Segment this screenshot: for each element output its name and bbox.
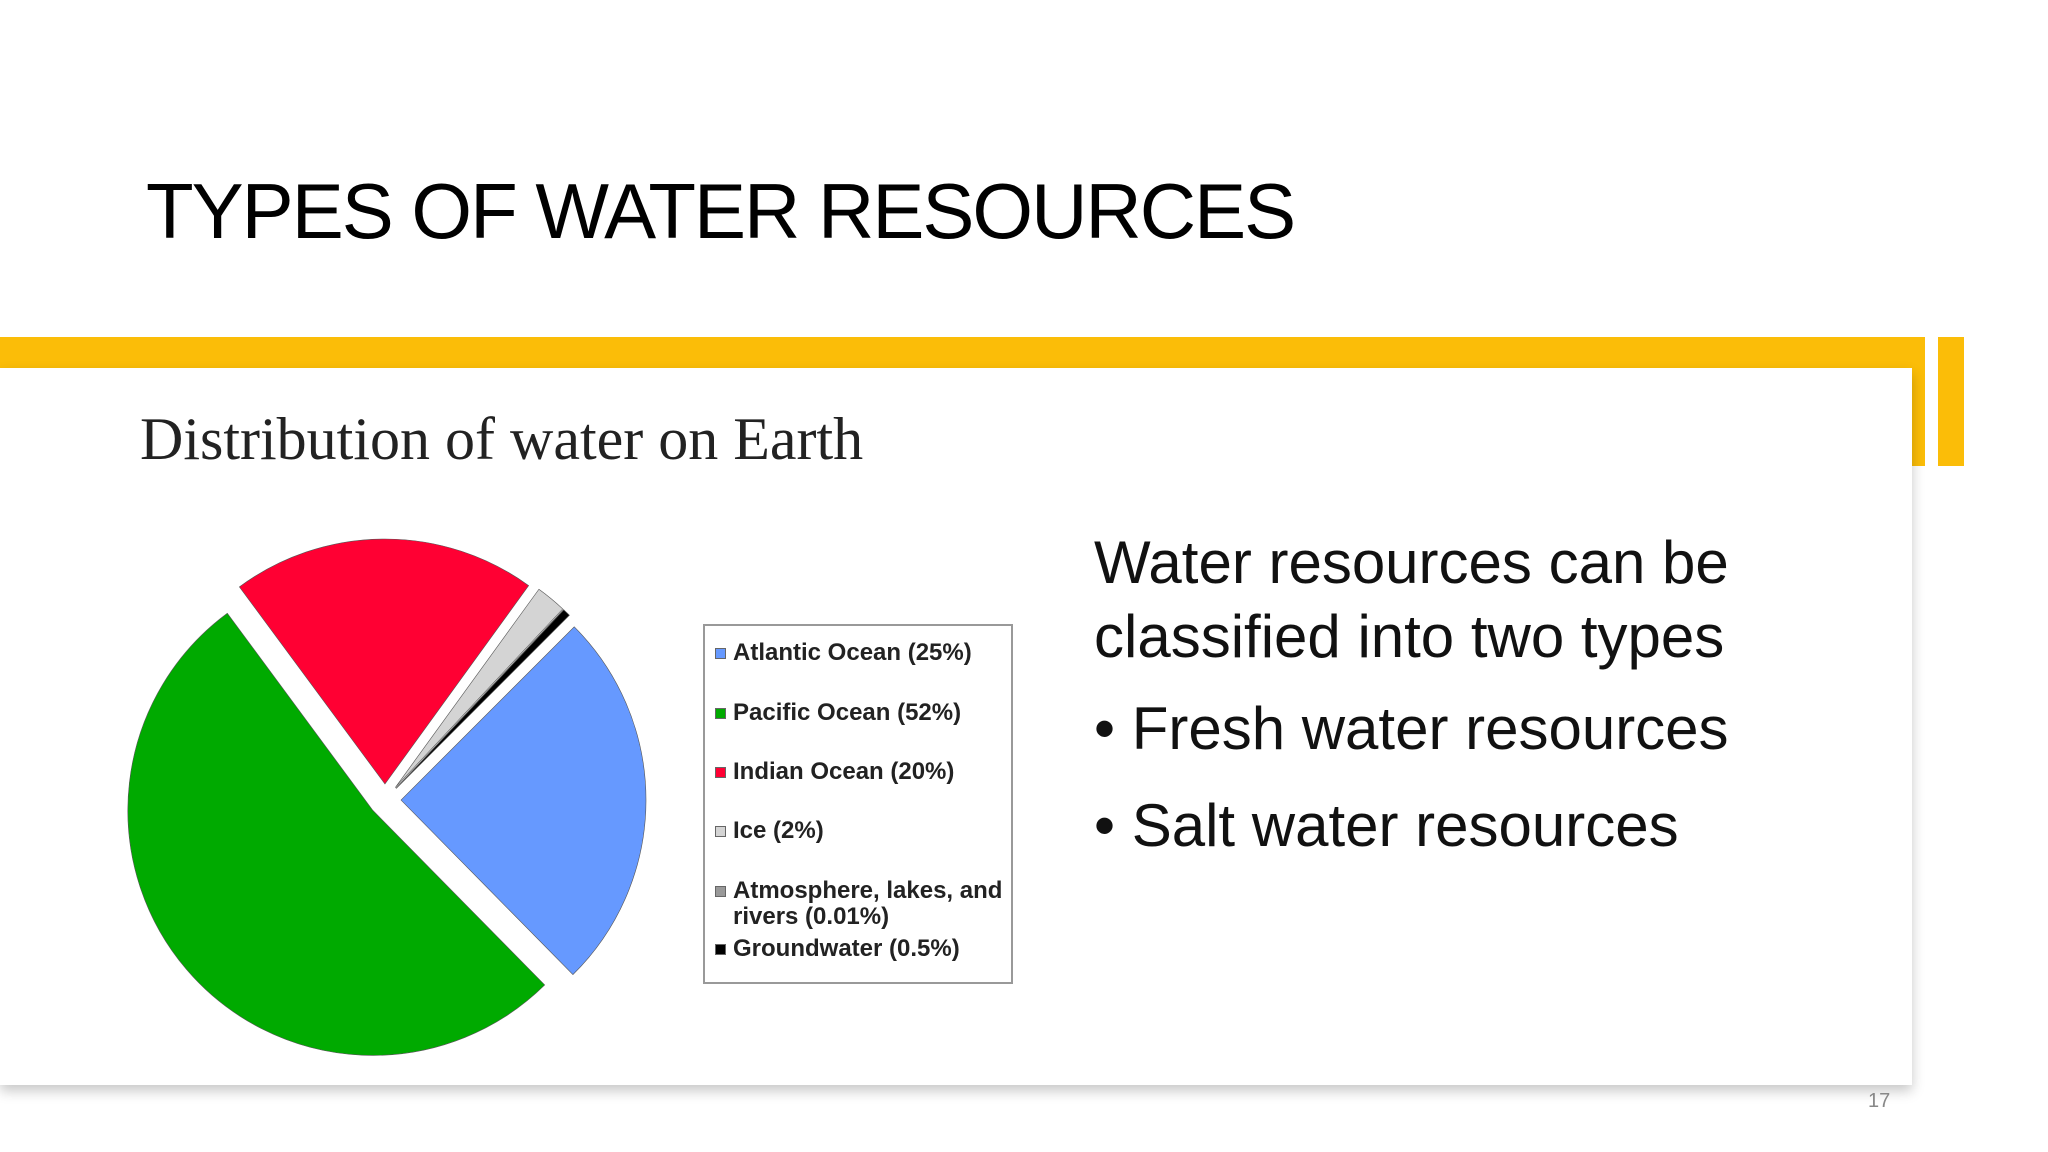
legend-item: Indian Ocean (20%) — [715, 759, 1023, 785]
legend-item: Atmosphere, lakes, and rivers (0.01%) — [715, 878, 1023, 930]
legend-swatch — [715, 944, 726, 955]
legend: Atlantic Ocean (25%) Pacific Ocean (52%) I… — [703, 624, 1013, 984]
legend-item: Ice (2%) — [715, 818, 1023, 844]
legend-item: Pacific Ocean (52%) — [715, 700, 1023, 726]
legend-swatch — [715, 767, 726, 778]
legend-swatch — [715, 648, 726, 659]
bullet-text: Salt water resources — [1131, 792, 1679, 859]
pie-slice — [127, 612, 546, 1056]
legend-label: Atlantic Ocean (25%) — [733, 639, 972, 666]
slide-title: TYPES OF WATER RESOURCES — [146, 167, 1296, 255]
legend-swatch — [715, 826, 726, 837]
pie-slice — [395, 609, 570, 789]
legend-swatch — [715, 708, 726, 719]
legend-item: Atlantic Ocean (25%) — [715, 640, 1023, 666]
pie-chart — [127, 538, 647, 1056]
legend-label: Indian Ocean (20%) — [733, 758, 955, 785]
legend-label: Groundwater (0.5%) — [733, 935, 960, 962]
legend-label: Atmosphere, lakes, and rivers (0.01%) — [733, 877, 1003, 930]
pie-slice — [239, 538, 530, 785]
accent-bar — [1938, 337, 1964, 466]
pie-slice — [400, 626, 647, 976]
chart-title: Distribution of water on Earth — [140, 406, 864, 472]
page-number: 17 — [1868, 1090, 1891, 1112]
legend-label: Pacific Ocean (52%) — [733, 699, 962, 726]
accent-bar — [1912, 337, 1925, 466]
legend-swatch — [715, 886, 726, 897]
body-text: Water resources can be classified into t… — [1094, 529, 1729, 670]
accent-bar — [0, 337, 1925, 368]
bullet-text: Fresh water resources — [1131, 695, 1729, 762]
pie-slice — [394, 588, 564, 788]
legend-label: Ice (2%) — [733, 817, 824, 844]
bullet: • Fresh water resources — [1094, 695, 1729, 762]
legend-item: Groundwater (0.5%) — [715, 936, 1023, 962]
bullet: • Salt water resources — [1094, 792, 1679, 859]
